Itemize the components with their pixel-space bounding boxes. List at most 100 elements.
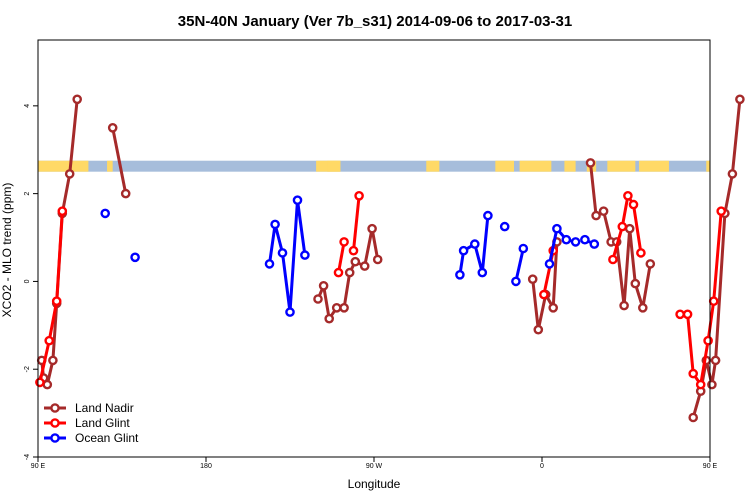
data-point — [533, 324, 544, 335]
x-tick-label: 90 E — [31, 463, 46, 470]
strip-land — [639, 160, 669, 172]
data-point — [591, 210, 601, 221]
strip-land — [607, 160, 636, 172]
data-point — [100, 208, 110, 219]
data-point — [292, 195, 303, 205]
legend-item: Ocean Glint — [44, 431, 139, 445]
data-point — [511, 276, 521, 287]
data-point — [354, 190, 364, 201]
series-layer — [35, 94, 745, 423]
data-point — [48, 355, 58, 366]
data-point — [544, 259, 555, 269]
data-point — [44, 335, 55, 346]
data-point — [458, 245, 469, 256]
data-point — [42, 379, 53, 390]
data-point — [527, 274, 538, 285]
data-point — [561, 234, 572, 245]
data-point — [72, 94, 82, 105]
x-axis-label: Longitude — [348, 477, 401, 491]
data-point — [372, 254, 383, 265]
data-point — [645, 259, 656, 269]
legend-item: Land Nadir — [44, 401, 134, 415]
data-point — [638, 302, 648, 313]
strip-land — [107, 160, 113, 172]
data-point — [367, 223, 377, 234]
data-point — [339, 237, 349, 247]
strip-land — [519, 160, 552, 172]
data-point — [264, 259, 275, 269]
data-point — [727, 169, 738, 179]
data-point — [716, 206, 727, 216]
series-line — [514, 248, 525, 282]
data-point — [130, 252, 140, 263]
plot-frame — [37, 39, 711, 458]
series-line — [38, 211, 64, 383]
legend-marker — [50, 403, 60, 413]
data-point — [51, 296, 62, 307]
data-point — [35, 377, 45, 388]
series-line — [548, 227, 576, 265]
surface-type-strip — [38, 160, 710, 172]
data-point — [359, 261, 370, 271]
data-point — [477, 267, 488, 278]
data-point — [623, 190, 633, 201]
data-point — [688, 412, 699, 423]
data-point — [580, 234, 590, 245]
data-point — [518, 243, 529, 254]
series-line — [316, 227, 380, 321]
data-point — [548, 302, 559, 313]
data-point — [570, 237, 581, 247]
data-point — [499, 221, 510, 232]
data-point — [617, 221, 628, 232]
data-point — [324, 313, 335, 324]
data-point — [318, 280, 329, 291]
legend-marker — [50, 433, 60, 443]
series-line — [268, 198, 307, 314]
data-point — [552, 223, 562, 234]
legend-item: Land Glint — [44, 416, 130, 430]
strip-land — [426, 160, 440, 172]
data-point — [270, 219, 280, 230]
x-tick-label: 180 — [200, 463, 212, 470]
data-point — [455, 269, 465, 280]
legend-label: Land Nadir — [75, 401, 134, 415]
data-point — [469, 239, 480, 249]
data-point — [735, 94, 745, 105]
data-point — [348, 245, 359, 256]
data-point — [682, 309, 693, 320]
y-tick-label: 4 — [24, 104, 31, 108]
data-point — [585, 158, 596, 168]
data-point — [350, 256, 361, 267]
series-land-glint — [35, 190, 727, 390]
strip-land — [495, 160, 514, 172]
data-point — [313, 294, 323, 304]
x-tick-label: 90 E — [703, 463, 718, 470]
y-axis: -4 -2 0 2 4 — [24, 104, 38, 460]
y-axis-label: XCO2 - MLO trend (ppm) — [0, 183, 14, 318]
data-point — [695, 379, 706, 390]
data-point — [675, 309, 685, 320]
data-point — [285, 307, 295, 317]
data-point — [57, 206, 68, 216]
data-point — [277, 248, 288, 258]
data-point — [624, 223, 635, 234]
strip-ocean — [38, 160, 710, 172]
y-tick-label: 2 — [24, 192, 31, 196]
data-point — [539, 289, 549, 300]
data-point — [344, 267, 355, 278]
data-point — [107, 123, 118, 133]
y-tick-label: 0 — [24, 279, 31, 283]
x-tick-label: 0 — [540, 463, 544, 470]
strip-land — [38, 160, 89, 172]
data-point — [483, 210, 493, 221]
data-point — [64, 169, 75, 179]
data-point — [710, 355, 721, 366]
data-point — [120, 188, 131, 199]
data-point — [688, 368, 699, 379]
series-line — [111, 127, 128, 194]
data-point — [630, 278, 641, 289]
x-tick-label: 90 W — [366, 463, 383, 470]
y-tick-label: -2 — [24, 366, 31, 372]
